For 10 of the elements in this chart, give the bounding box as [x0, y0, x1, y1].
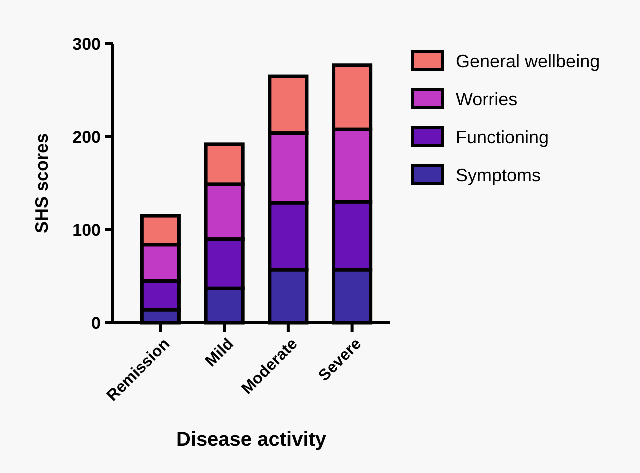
y-axis-title: SHS scores	[32, 133, 52, 234]
x-axis-title: Disease activity	[176, 429, 328, 451]
y-tick-label: 100	[72, 220, 101, 240]
legend-label: Symptoms	[456, 165, 542, 186]
legend-label: Worries	[456, 89, 518, 110]
y-tick-label: 0	[92, 314, 101, 333]
legend-label: Functioning	[456, 127, 550, 148]
y-tick-label: 200	[72, 128, 101, 147]
y-tick-label: 300	[72, 34, 101, 54]
legend-label: General wellbeing	[456, 51, 600, 72]
